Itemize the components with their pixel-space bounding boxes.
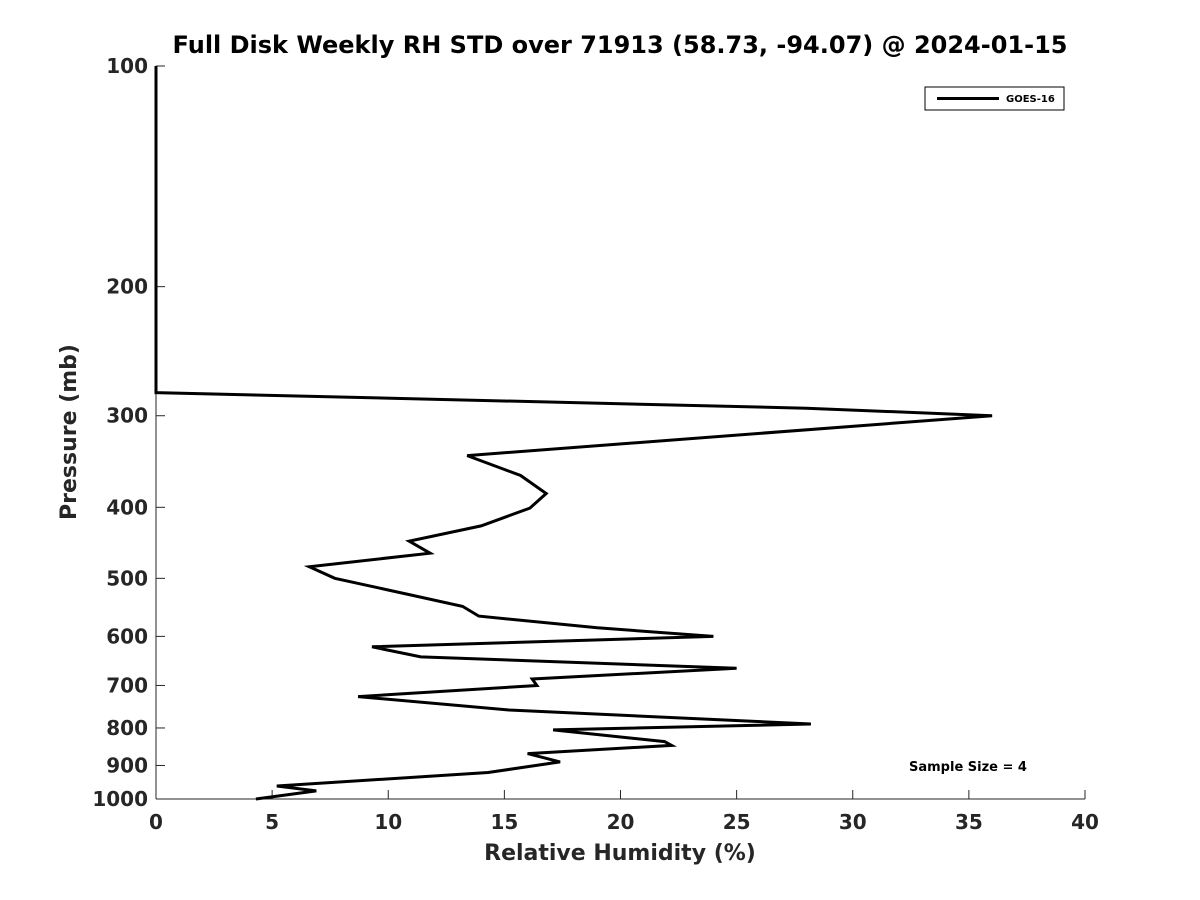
x-tick-label: 40 [1071,810,1099,834]
plot-axes [155,66,1085,800]
y-tick-label: 700 [106,673,148,697]
y-tick-label: 1000 [92,787,148,811]
x-axis: 0 5 10 15 20 25 30 35 40 [149,790,1099,834]
x-tick-label: 30 [839,810,867,834]
series-layer [154,66,993,801]
y-tick-label: 600 [106,624,148,648]
legend-label-goes-16: GOES-16 [1006,94,1055,105]
y-tick-label: 400 [106,495,148,519]
y-tick-label: 200 [106,275,148,299]
y-axis-label: Pressure (mb) [57,344,82,520]
x-axis-label: Relative Humidity (%) [484,841,756,866]
y-tick-label: 300 [106,404,148,428]
y-tick-label: 100 [106,54,148,78]
y-tick-label: 500 [106,566,148,590]
x-tick-label: 20 [607,810,635,834]
x-tick-label: 10 [374,810,402,834]
y-axis: 100 200 300 400 500 600 700 800 900 1000 [92,54,165,811]
x-tick-label: 25 [723,810,751,834]
x-tick-label: 15 [490,810,518,834]
sample-size-annotation: Sample Size = 4 [909,760,1027,775]
x-tick-label: 35 [955,810,983,834]
y-tick-label: 900 [106,753,148,777]
legend: GOES-16 [924,86,1065,111]
y-tick-label: 800 [106,716,148,740]
x-tick-label: 5 [265,810,279,834]
chart-title: Full Disk Weekly RH STD over 71913 (58.7… [173,31,1068,59]
series-line-goes-16 [154,66,993,801]
x-tick-label: 0 [149,810,163,834]
